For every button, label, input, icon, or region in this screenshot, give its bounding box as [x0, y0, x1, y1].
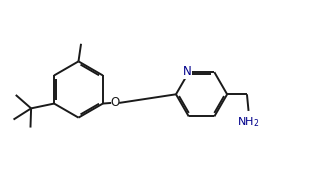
Text: O: O	[110, 96, 120, 109]
Text: NH$_2$: NH$_2$	[237, 115, 260, 129]
Text: N: N	[183, 65, 192, 78]
